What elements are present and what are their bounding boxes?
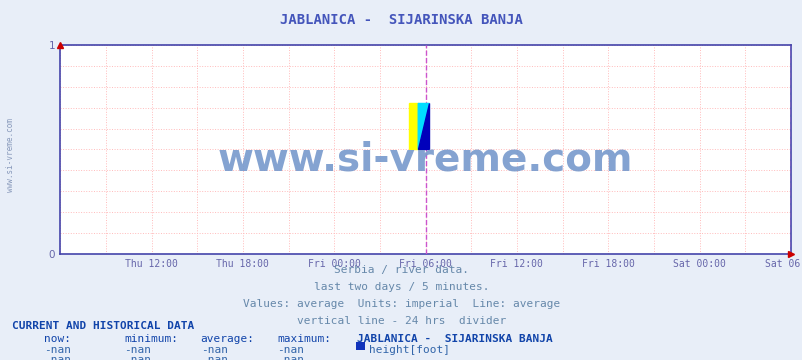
Text: Serbia / river data.: Serbia / river data. (334, 265, 468, 275)
Polygon shape (418, 103, 429, 149)
Text: minimum:: minimum: (124, 334, 178, 344)
Text: www.si-vreme.com: www.si-vreme.com (217, 141, 633, 179)
Text: -nan: -nan (124, 345, 152, 355)
Polygon shape (418, 103, 429, 149)
Text: vertical line - 24 hrs  divider: vertical line - 24 hrs divider (297, 316, 505, 327)
Text: -nan: -nan (124, 355, 152, 360)
Text: JABLANICA -  SIJARINSKA BANJA: JABLANICA - SIJARINSKA BANJA (280, 13, 522, 27)
Text: -nan: -nan (200, 345, 228, 355)
Text: now:: now: (44, 334, 71, 344)
Text: CURRENT AND HISTORICAL DATA: CURRENT AND HISTORICAL DATA (12, 321, 194, 331)
Polygon shape (408, 103, 418, 149)
Text: last two days / 5 minutes.: last two days / 5 minutes. (314, 282, 488, 292)
Text: -nan: -nan (44, 345, 71, 355)
Text: height[foot]: height[foot] (369, 345, 450, 355)
Text: JABLANICA -  SIJARINSKA BANJA: JABLANICA - SIJARINSKA BANJA (357, 334, 553, 344)
Text: Values: average  Units: imperial  Line: average: Values: average Units: imperial Line: av… (242, 299, 560, 309)
Text: -nan: -nan (277, 355, 304, 360)
Text: -nan: -nan (44, 355, 71, 360)
Text: -nan: -nan (277, 345, 304, 355)
Text: -nan: -nan (200, 355, 228, 360)
Text: average:: average: (200, 334, 254, 344)
Text: www.si-vreme.com: www.si-vreme.com (6, 118, 15, 192)
Text: maximum:: maximum: (277, 334, 330, 344)
